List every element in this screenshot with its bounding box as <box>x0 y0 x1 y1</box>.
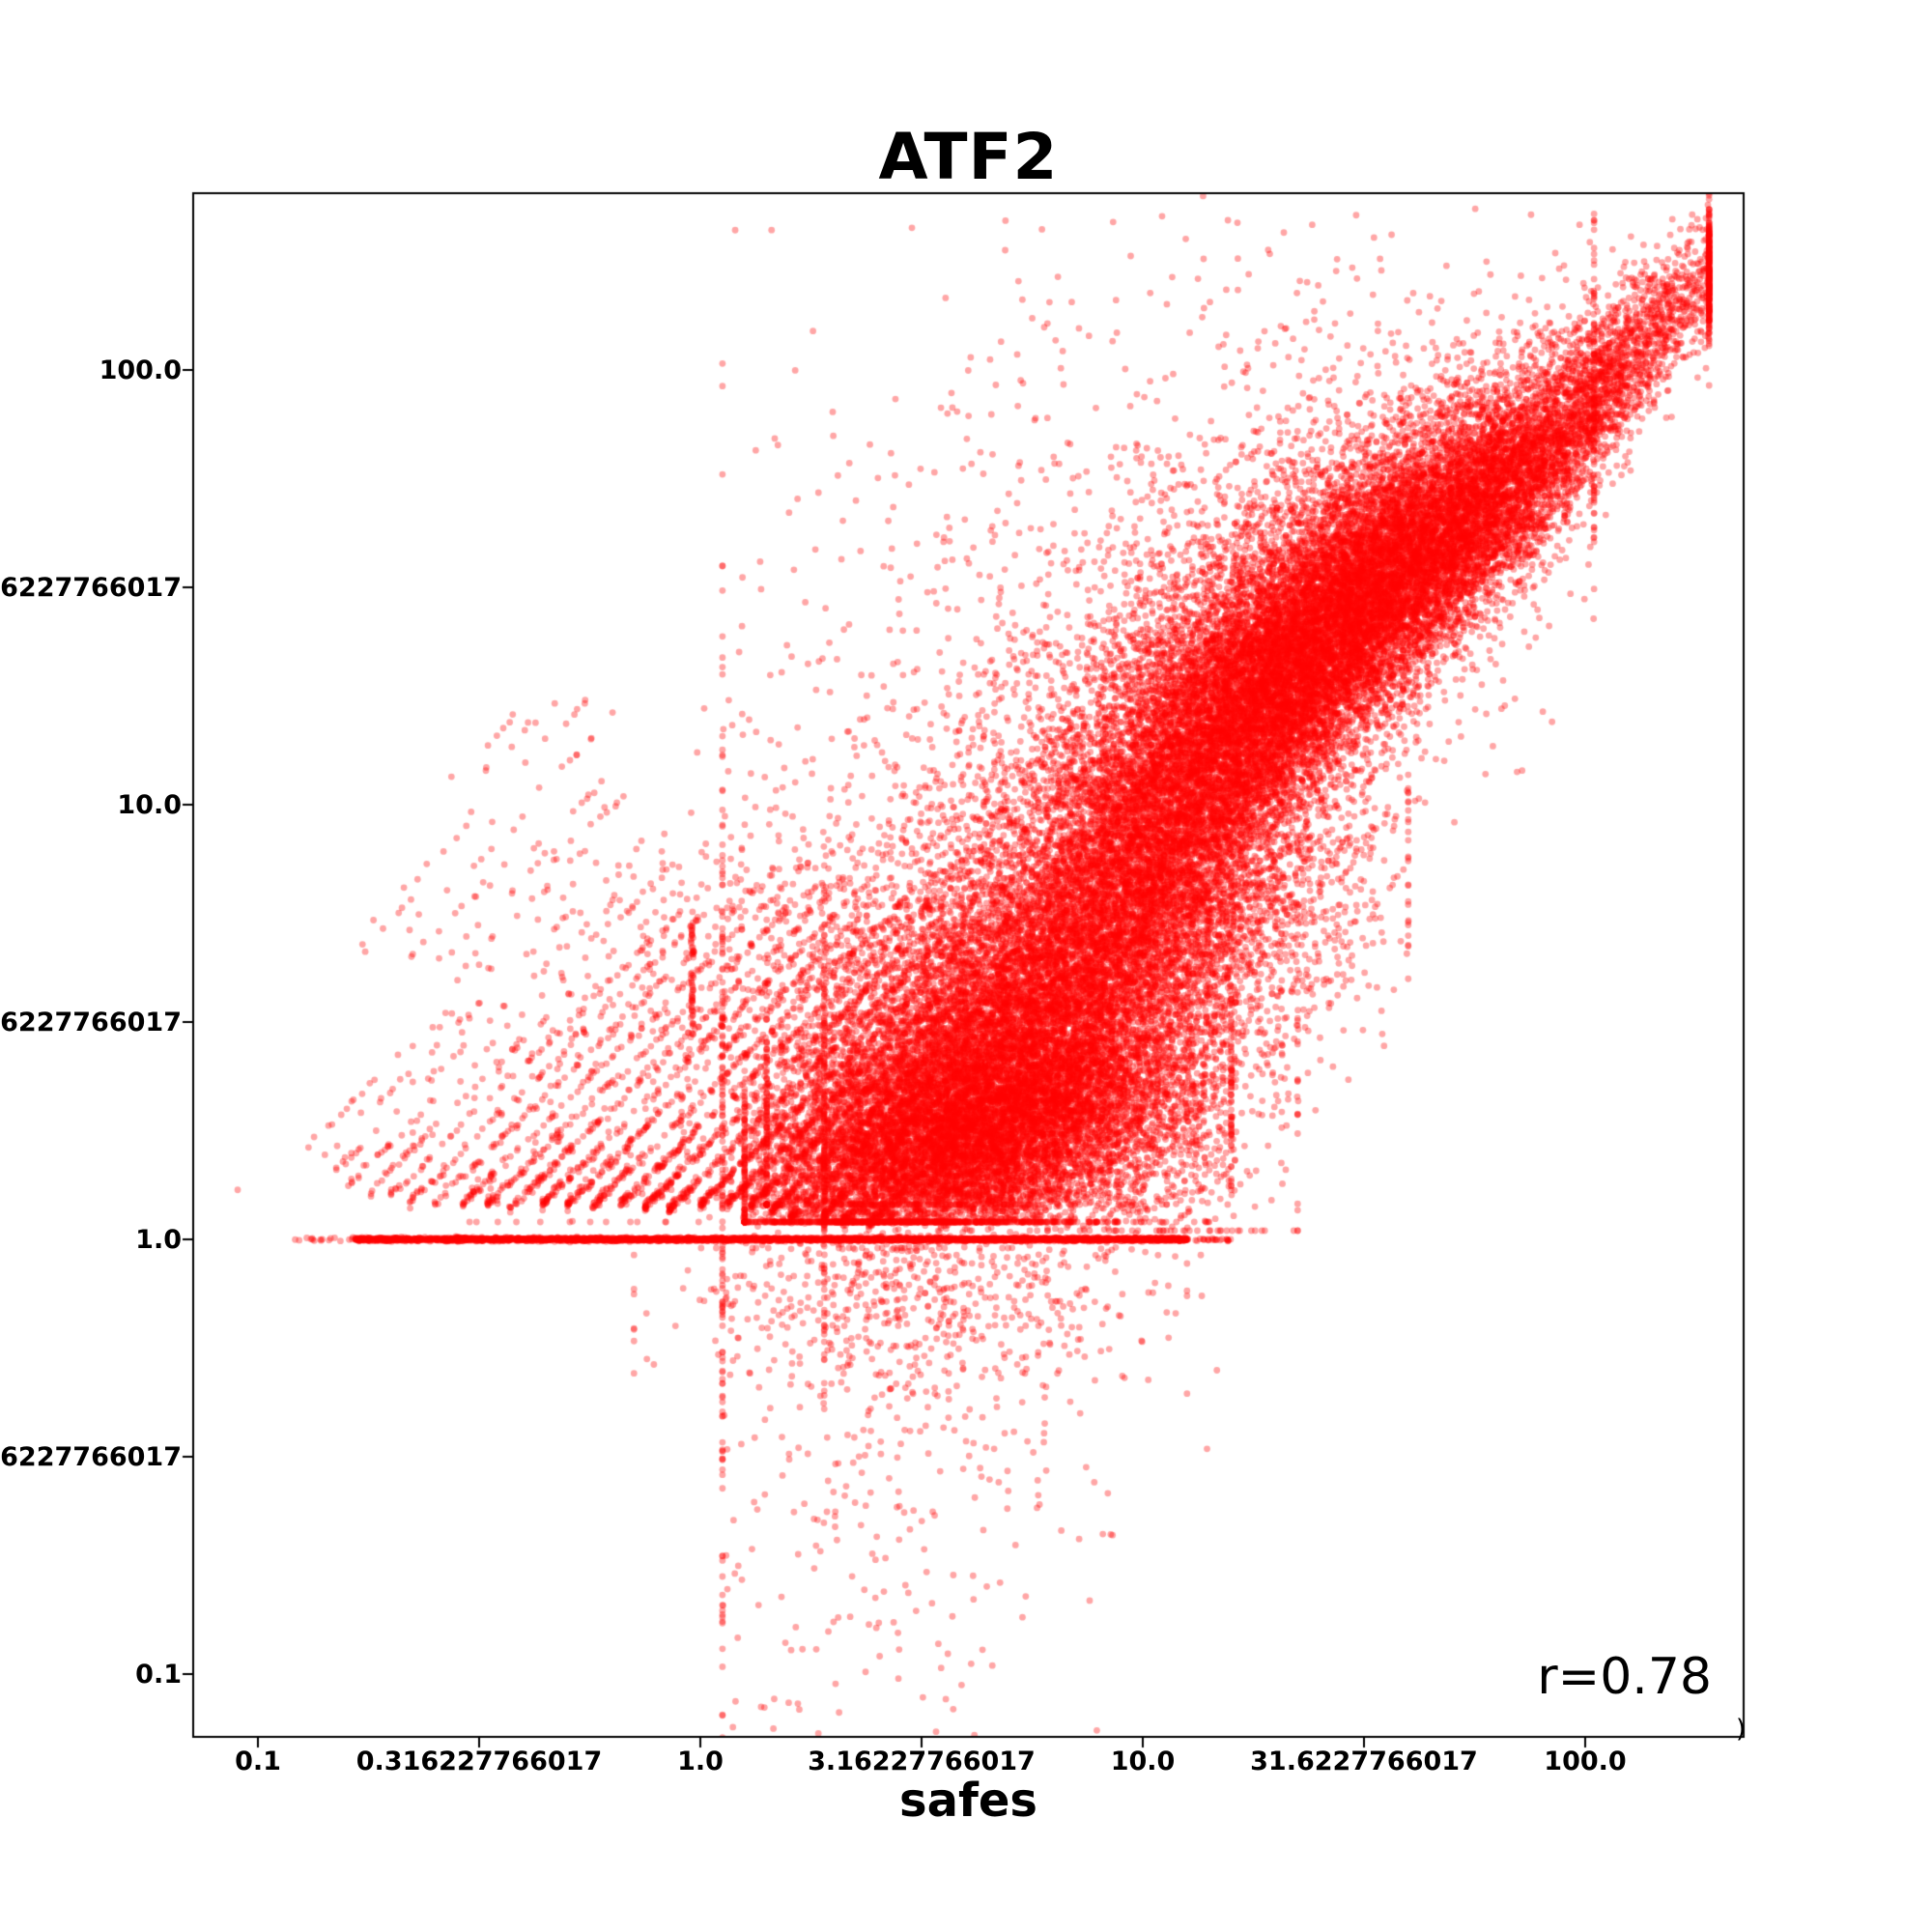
x-tick-label: 0.316227766017 <box>355 1747 603 1776</box>
x-tick-label: 3.16227766017 <box>808 1747 1036 1776</box>
y-tick-label: 31.6227766017 <box>0 573 182 603</box>
x-tick-label: 1.0 <box>677 1747 724 1776</box>
y-tick-label: 3.16227766017 <box>0 1008 182 1037</box>
x-axis-label: safes <box>899 1774 1037 1828</box>
correlation-annotation: r=0.78 <box>1537 1648 1712 1706</box>
y-tick-label: 0.316227766017 <box>0 1442 182 1472</box>
y-tick-label: 0.1 <box>135 1660 182 1690</box>
plot-title: ATF2 <box>878 120 1059 194</box>
x-tick-label: 31.6227766017 <box>1250 1747 1478 1776</box>
y-tick-label: 10.0 <box>117 790 182 820</box>
y-tick-label: 1.0 <box>135 1225 182 1255</box>
corner-clipped-glyph: ) <box>1736 1715 1747 1744</box>
y-tick-label: 100.0 <box>99 355 182 385</box>
x-tick-label: 0.1 <box>235 1747 281 1776</box>
x-tick-label: 100.0 <box>1544 1747 1627 1776</box>
x-tick-label: 10.0 <box>1110 1747 1176 1776</box>
